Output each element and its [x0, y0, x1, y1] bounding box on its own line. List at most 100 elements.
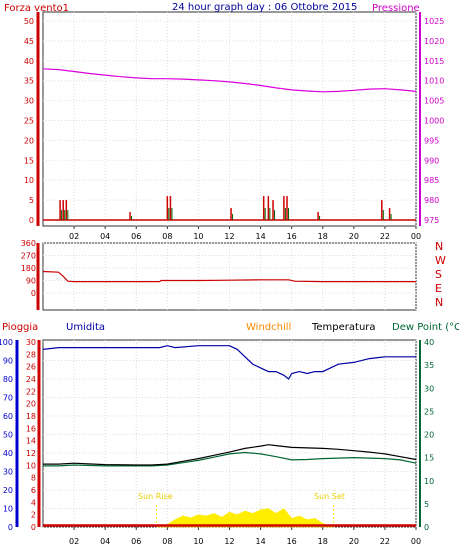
humidity-y-tick-label: 90 — [3, 357, 13, 366]
temp-y-tick-label: 5 — [424, 500, 429, 509]
sun-set-label: Sun Set — [314, 492, 345, 501]
rain-y-tick-label: 2 — [31, 511, 36, 520]
left-y-tick-label: 10 — [24, 176, 34, 185]
compass-label: N — [435, 296, 443, 309]
humidity-y-tick-label: 10 — [3, 505, 13, 514]
left-y-tick-label: 40 — [24, 57, 34, 66]
right-y-tick-label: 1005 — [424, 97, 444, 106]
rain-y-tick-label: 28 — [26, 350, 36, 359]
humidity-y-tick-label: 40 — [3, 449, 13, 458]
x-tick-label: 00 — [411, 537, 421, 546]
x-tick-label: 16 — [287, 537, 297, 546]
left-y-tick-label: 5 — [29, 196, 34, 205]
direction-y-tick-label: 180 — [21, 264, 36, 273]
right-y-tick-label: 1010 — [424, 77, 444, 86]
rain-humidity-temp-plot — [42, 345, 417, 528]
x-tick-label: 04 — [100, 537, 110, 546]
rain-label: Pioggia — [2, 322, 38, 333]
pressure-line — [42, 68, 417, 93]
wind-pressure-plot — [42, 68, 417, 221]
right-y-tick-label: 980 — [424, 196, 439, 205]
right-y-tick-label: 1000 — [424, 117, 444, 126]
compass-label: N — [435, 240, 443, 253]
x-tick-label: 08 — [162, 232, 172, 241]
left-y-tick-label: 15 — [24, 156, 34, 165]
humidity-y-tick-label: 70 — [3, 394, 13, 403]
temp-y-tick-label: 35 — [424, 361, 434, 370]
wind-direction-plot — [42, 270, 416, 283]
humidity-label: Umidita — [66, 322, 105, 333]
x-tick-label: 18 — [318, 232, 328, 241]
x-tick-label: 14 — [255, 232, 265, 241]
rain-y-tick-label: 12 — [26, 449, 36, 458]
direction-y-tick-label: 90 — [26, 277, 36, 286]
humidity-y-tick-label: 100 — [0, 338, 13, 347]
x-tick-label: 12 — [224, 232, 234, 241]
x-tick-label: 02 — [69, 537, 79, 546]
temp-y-tick-label: 20 — [424, 431, 434, 440]
left-y-tick-label: 0 — [29, 216, 34, 225]
right-y-tick-label: 1025 — [424, 17, 444, 26]
direction-y-tick-label: 360 — [21, 239, 36, 248]
x-tick-label: 10 — [193, 232, 203, 241]
rain-y-tick-label: 30 — [26, 338, 36, 347]
rain-y-tick-label: 10 — [26, 461, 36, 470]
x-tick-label: 16 — [287, 232, 297, 241]
x-tick-label: 18 — [318, 537, 328, 546]
humidity-y-tick-label: 30 — [3, 468, 13, 477]
compass-label: E — [435, 282, 442, 295]
rain-y-tick-label: 26 — [26, 363, 36, 372]
humidity-line — [42, 345, 416, 380]
temperature-line — [43, 444, 417, 466]
windchill-label: Windchill — [246, 322, 291, 333]
rain-y-tick-label: 24 — [26, 375, 36, 384]
x-tick-label: 00 — [411, 232, 421, 241]
temp-y-tick-label: 0 — [424, 523, 429, 532]
left-y-tick-label: 45 — [24, 37, 34, 46]
direction-y-tick-label: 270 — [21, 252, 36, 261]
direction-y-tick-label: 0 — [31, 289, 36, 298]
rain-y-tick-label: 22 — [26, 387, 36, 396]
x-tick-label: 22 — [380, 232, 390, 241]
solar-area — [156, 508, 334, 528]
x-tick-label: 06 — [131, 537, 141, 546]
x-tick-label: 10 — [193, 537, 203, 546]
left-y-tick-label: 50 — [24, 17, 34, 26]
rain-y-tick-label: 18 — [26, 412, 36, 421]
sun-rise-label: Sun Rise — [138, 492, 173, 501]
x-tick-label: 20 — [349, 537, 359, 546]
wind-pressure-axes: 0510152025303540455097598098599099510001… — [24, 12, 444, 241]
right-y-tick-label: 985 — [424, 176, 439, 185]
compass-label: W — [435, 254, 446, 267]
rain-y-tick-label: 14 — [26, 437, 36, 446]
compass-label: S — [435, 268, 442, 281]
left-y-tick-label: 20 — [24, 136, 34, 145]
dewpoint-line — [43, 451, 417, 467]
dewpoint-label: Dew Point (°C — [392, 322, 459, 333]
right-y-tick-label: 995 — [424, 136, 439, 145]
right-y-tick-label: 1020 — [424, 37, 444, 46]
right-y-tick-label: 975 — [424, 216, 439, 225]
wind-direction-line — [42, 270, 416, 283]
temp-y-tick-label: 30 — [424, 384, 434, 393]
rain-y-tick-label: 4 — [31, 498, 36, 507]
temp-y-tick-label: 40 — [424, 338, 434, 347]
rain-y-tick-label: 16 — [26, 424, 36, 433]
right-y-tick-label: 990 — [424, 156, 439, 165]
humidity-y-tick-label: 20 — [3, 486, 13, 495]
rain-humidity-temp-axes: 0102030405060708090100024681012141618202… — [0, 338, 434, 546]
x-tick-label: 04 — [100, 232, 110, 241]
left-y-tick-label: 25 — [24, 117, 34, 126]
pressure-label: Pressione — [372, 3, 420, 14]
temperature-label: Temperatura — [311, 322, 376, 333]
wind-label: Forza vento1 — [4, 3, 69, 14]
chart-title: 24 hour graph day : 06 Ottobre 2015 — [172, 2, 357, 13]
rain-y-tick-label: 6 — [31, 486, 36, 495]
x-tick-label: 08 — [162, 537, 172, 546]
humidity-y-tick-label: 60 — [3, 412, 13, 421]
x-tick-label: 02 — [69, 232, 79, 241]
temp-y-tick-label: 10 — [424, 477, 434, 486]
